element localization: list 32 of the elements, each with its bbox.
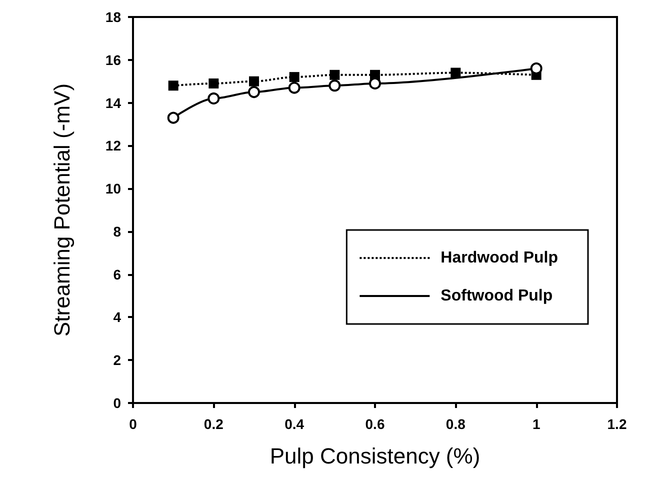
point bbox=[288, 82, 300, 94]
x-tick-label: 0.6 bbox=[365, 416, 385, 432]
x-axis-title: Pulp Consistency (%) bbox=[270, 444, 480, 468]
x-tick-label: 1 bbox=[532, 416, 540, 432]
point bbox=[208, 92, 220, 104]
y-tick-label: 18 bbox=[105, 9, 122, 25]
point bbox=[167, 112, 180, 124]
point bbox=[168, 80, 178, 91]
point bbox=[248, 86, 260, 98]
x-tick-label: 1.2 bbox=[607, 416, 627, 432]
legend-label: Softwood Pulp bbox=[440, 288, 553, 304]
legend-label: Hardwood Pulp bbox=[440, 250, 558, 266]
y-tick-label: 6 bbox=[113, 266, 122, 282]
point bbox=[208, 78, 219, 88]
point bbox=[330, 70, 340, 80]
y-axis-title: Streaming Potential (-mV) bbox=[50, 83, 74, 337]
y-tick-label: 14 bbox=[105, 94, 122, 111]
point bbox=[450, 68, 461, 78]
y-tick-label: 10 bbox=[105, 180, 122, 197]
y-tick-label: 0 bbox=[113, 395, 122, 411]
y-tick-label: 12 bbox=[105, 138, 122, 154]
y-tick-label: 16 bbox=[105, 52, 122, 68]
x-tick-label: 0.8 bbox=[446, 416, 466, 432]
point bbox=[289, 72, 300, 82]
y-tick-label: 8 bbox=[113, 223, 122, 240]
y-tick-label: 2 bbox=[113, 352, 122, 368]
point bbox=[328, 80, 341, 92]
x-tick-label: 0 bbox=[129, 416, 138, 432]
y-tick-label: 4 bbox=[113, 309, 122, 326]
x-tick-label: 0.4 bbox=[284, 416, 304, 432]
x-tick-label: 0.2 bbox=[204, 416, 224, 432]
point bbox=[249, 76, 259, 86]
